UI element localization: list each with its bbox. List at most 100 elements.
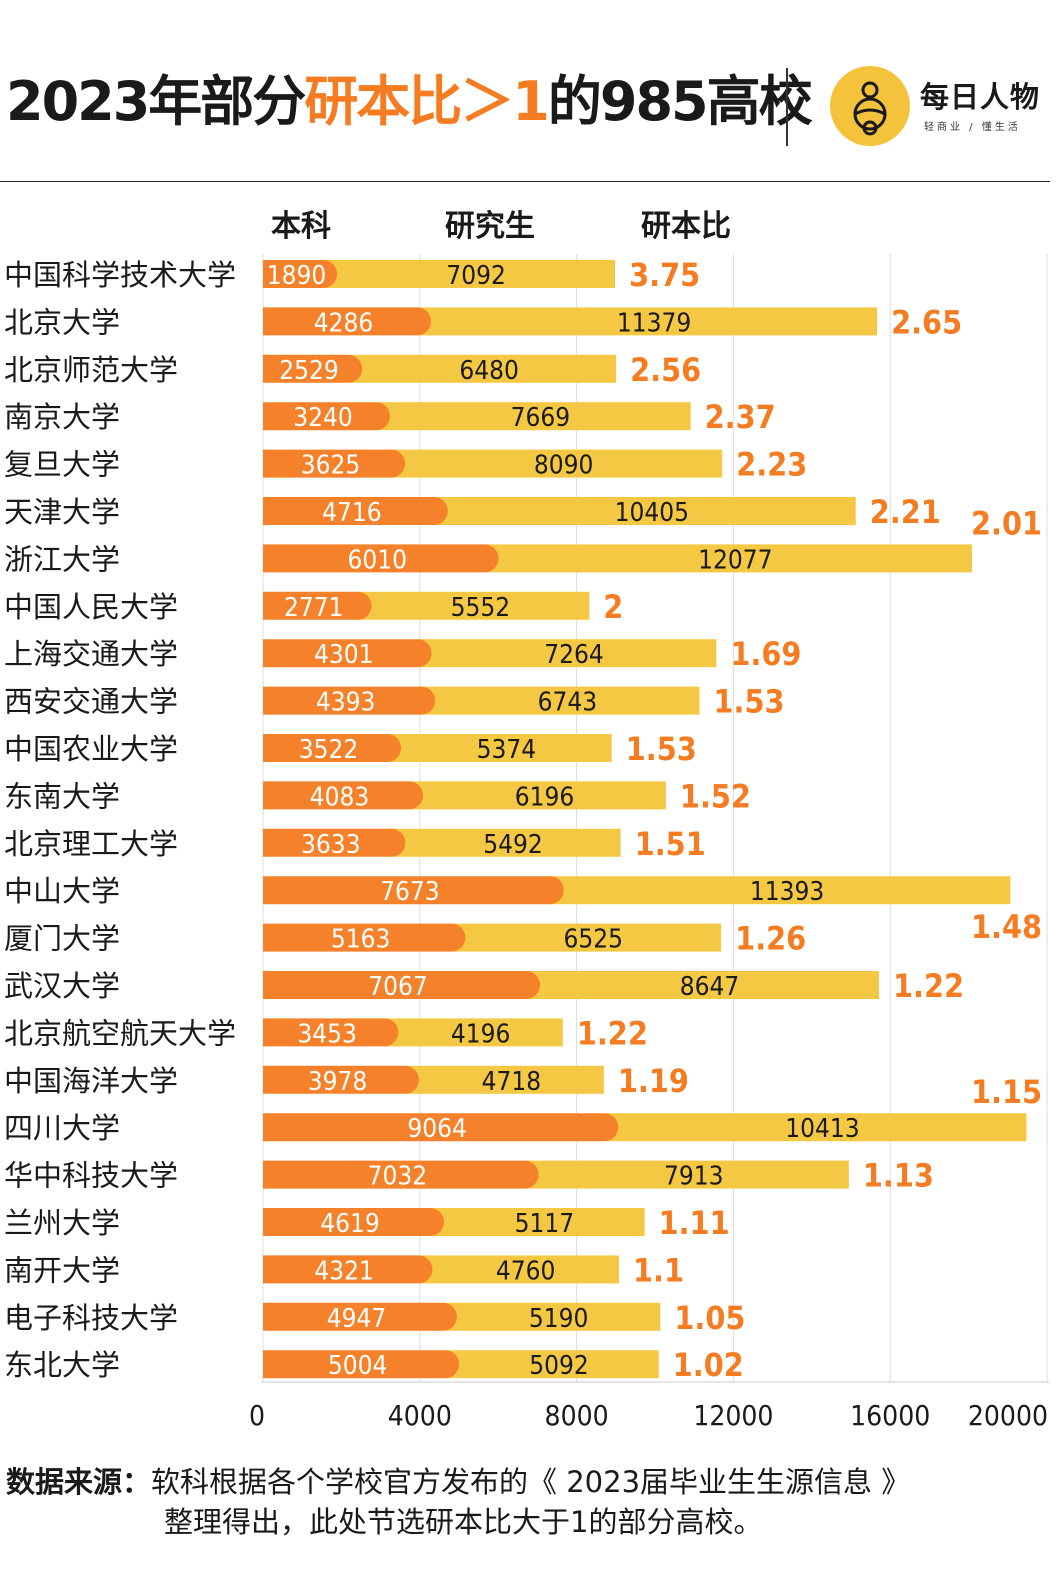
graduate-bar [484, 544, 973, 573]
ratio-label: 1.48 [971, 908, 1042, 946]
graduate-value-label: 5374 [477, 735, 537, 765]
undergrad-bar [263, 354, 363, 383]
column-header-1: 研究生 [445, 209, 535, 244]
graduate-value-label: 11393 [750, 877, 824, 907]
undergrad-value-label: 5163 [331, 925, 391, 955]
category-label: 北京师范大学 [4, 353, 178, 387]
category-label: 东北大学 [4, 1348, 120, 1382]
undergrad-bar [263, 923, 466, 952]
chart-row: 中国人民大学 2771 5552 2 [4, 588, 623, 626]
x-tick-label: 8000 [545, 1399, 609, 1432]
category-label: 北京大学 [4, 305, 120, 339]
ratio-label: 1.1 [633, 1251, 684, 1289]
undergrad-value-label: 3633 [301, 830, 361, 860]
undergrad-value-label: 3453 [297, 1019, 357, 1049]
ratio-label: 1.11 [659, 1204, 730, 1242]
undergrad-bar [263, 1350, 460, 1379]
chart-row: 厦门大学 5163 6525 1.26 [4, 920, 806, 958]
graduate-value-label: 5552 [451, 593, 511, 623]
category-label: 南开大学 [4, 1253, 120, 1287]
category-label: 西安交通大学 [4, 685, 178, 719]
undergrad-bar [263, 497, 448, 525]
ratio-label: 1.15 [971, 1073, 1042, 1111]
x-tick-label: 0 [249, 1399, 265, 1432]
undergrad-value-label: 3978 [308, 1067, 368, 1097]
graduate-value-label: 7669 [511, 403, 571, 433]
graduate-value-label: 7264 [544, 640, 604, 670]
graduate-value-label: 5492 [483, 830, 543, 860]
graduate-bar [445, 1350, 659, 1379]
graduate-bar [524, 1160, 849, 1189]
chart-row: 东南大学 4083 6196 1.52 [4, 777, 751, 815]
category-label: 电子科技大学 [4, 1301, 178, 1335]
chart-row: 武汉大学 7067 8647 1.22 [4, 967, 964, 1005]
category-label: 北京理工大学 [4, 827, 178, 861]
graduate-value-label: 6525 [564, 925, 624, 955]
graduate-bar [387, 734, 612, 762]
undergrad-bar [263, 591, 372, 620]
undergrad-bar [263, 828, 406, 857]
graduate-bar [391, 828, 621, 857]
undergrad-value-label: 1890 [267, 261, 327, 291]
chart-row: 电子科技大学 4947 5190 1.05 [4, 1299, 745, 1337]
title-prefix: 2023年部分 [6, 70, 306, 133]
chart-row: 北京理工大学 3633 5492 1.51 [4, 825, 706, 863]
chart-row: 天津大学 4716 10405 2.21 [4, 493, 941, 531]
graduate-bar [451, 923, 722, 952]
ratio-label: 2.21 [870, 493, 941, 531]
ratio-label: 2.65 [891, 303, 962, 341]
undergrad-value-label: 7673 [380, 877, 440, 907]
undergrad-bar [263, 260, 338, 288]
category-label: 武汉大学 [4, 969, 120, 1003]
graduate-bar [404, 1065, 604, 1094]
ratio-label: 2.56 [630, 351, 701, 389]
x-tick-label: 20000 [968, 1399, 1048, 1432]
undergrad-value-label: 6010 [348, 545, 408, 575]
chart-row: 中山大学 7673 11393 1.48 [4, 874, 1042, 946]
x-axis: 0 4000 8000 12000 16000 20000 [249, 1381, 1049, 1432]
graduate-bar [604, 1113, 1027, 1142]
category-label: 中国人民大学 [4, 590, 178, 624]
graduate-bar [348, 354, 617, 383]
undergrad-bar [263, 1208, 445, 1236]
chart-row: 南京大学 3240 7669 2.37 [4, 398, 776, 436]
ratio-label: 1.05 [674, 1299, 745, 1337]
category-label: 中山大学 [4, 874, 120, 908]
category-label: 东南大学 [4, 779, 120, 813]
category-label: 厦门大学 [4, 922, 120, 956]
graduate-value-label: 4760 [496, 1256, 556, 1286]
column-header-0: 本科 [271, 209, 331, 244]
undergrad-bar [263, 1255, 433, 1284]
chart-row: 北京师范大学 2529 6480 2.56 [4, 351, 701, 389]
ratio-label: 1.13 [863, 1157, 934, 1195]
chart-row: 中国农业大学 3522 5374 1.53 [4, 730, 697, 768]
category-label: 复旦大学 [4, 448, 120, 482]
graduate-bar [409, 781, 666, 810]
column-header-2: 研本比 [641, 209, 731, 244]
chart-row: 南开大学 4321 4760 1.1 [4, 1251, 684, 1289]
brand-logo-icon [830, 66, 910, 146]
category-label: 北京航空航天大学 [4, 1016, 236, 1050]
undergrad-value-label: 9064 [407, 1114, 467, 1144]
undergrad-bar [263, 307, 431, 336]
ratio-label: 2.01 [971, 504, 1042, 542]
source-label: 数据来源： [6, 1465, 152, 1499]
header: 2023年部分研本比＞1的985高校 每日人物 轻商业 / 懂生活 [0, 0, 1056, 182]
column-headers: 本科 研究生 研本比 [271, 209, 731, 244]
undergrad-value-label: 4321 [314, 1256, 374, 1286]
graduate-bar [391, 449, 723, 478]
graduate-value-label: 7913 [664, 1162, 724, 1192]
chart-row: 浙江大学 6010 12077 2.01 [4, 504, 1042, 576]
undergrad-value-label: 3240 [293, 403, 353, 433]
undergrad-bar [263, 876, 564, 905]
undergrad-bar [263, 781, 424, 810]
graduate-bar [433, 497, 856, 525]
chart-row: 中国海洋大学 3978 4718 1.19 [4, 1062, 689, 1100]
x-tick-label: 12000 [693, 1399, 773, 1432]
brand-name: 每日人物 [920, 80, 1041, 114]
undergrad-bar [263, 639, 432, 668]
undergrad-value-label: 3625 [301, 451, 361, 481]
chart-row: 中国科学技术大学 1890 7092 3.75 [4, 256, 700, 294]
undergrad-bar [263, 686, 436, 715]
header-rule [0, 181, 1050, 182]
